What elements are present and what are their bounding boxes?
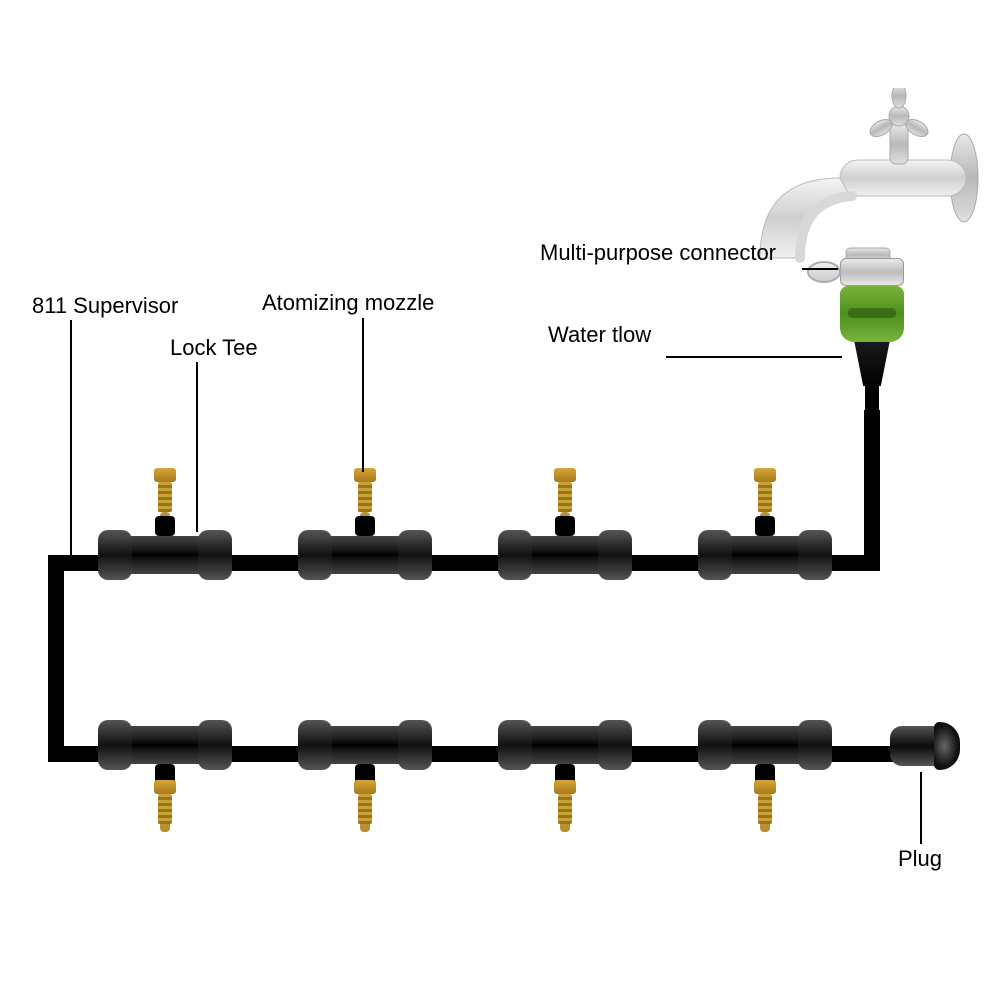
atomizing-nozzle: [154, 780, 176, 832]
atomizing-nozzle: [154, 468, 176, 520]
leader-line: [666, 356, 842, 358]
clamp-key-icon: [807, 261, 841, 283]
atomizing-nozzle: [754, 468, 776, 520]
atomizing-nozzle: [554, 468, 576, 520]
lock-tee: [700, 720, 830, 770]
connector-cone: [850, 342, 894, 386]
lock-tee: [500, 720, 630, 770]
label-water-flow: Water tlow: [548, 322, 651, 348]
diagram-stage: 811 Supervisor Lock Tee Atomizing mozzle…: [0, 0, 1000, 1000]
lock-tee: [100, 720, 230, 770]
leader-line: [920, 772, 922, 844]
lock-tee: [300, 720, 430, 770]
pipe-left-drop: [48, 555, 64, 762]
connector-body: [840, 286, 904, 342]
atomizing-nozzle: [754, 780, 776, 832]
lock-tee: [500, 530, 630, 580]
leader-line: [70, 320, 72, 556]
end-plug: [890, 722, 960, 770]
hose-clamp: [840, 258, 904, 286]
leader-line: [362, 318, 364, 472]
lock-tee: [300, 530, 430, 580]
lock-tee: [100, 530, 230, 580]
atomizing-nozzle: [354, 780, 376, 832]
atomizing-nozzle: [354, 468, 376, 520]
label-atomizing: Atomizing mozzle: [262, 290, 434, 316]
pipe-riser: [864, 410, 880, 571]
label-plug: Plug: [898, 846, 942, 872]
multi-purpose-connector: [840, 258, 904, 414]
label-multi-connector: Multi-purpose connector: [540, 240, 776, 266]
leader-line: [196, 362, 198, 532]
lock-tee: [700, 530, 830, 580]
leader-line: [802, 268, 838, 270]
label-lock-tee: Lock Tee: [170, 335, 258, 361]
atomizing-nozzle: [554, 780, 576, 832]
label-supervisor: 811 Supervisor: [32, 293, 178, 319]
